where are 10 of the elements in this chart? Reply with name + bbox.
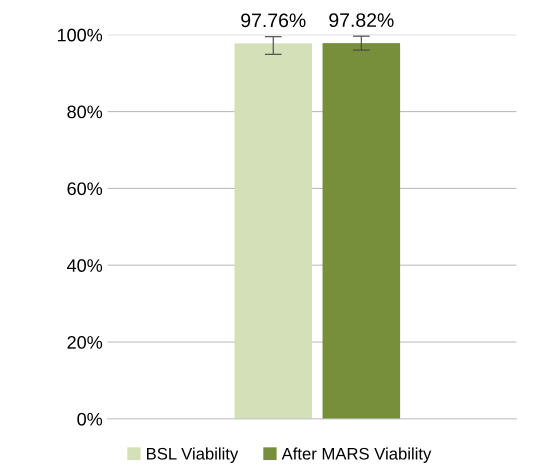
data-label: 97.76% — [241, 13, 306, 28]
y-tick-label: 100% — [58, 28, 102, 42]
y-tick-label: 80% — [67, 106, 102, 118]
legend-label: BSL Viability — [147, 447, 238, 463]
y-tick-label: 20% — [68, 336, 102, 349]
y-tick-label: 0% — [77, 412, 102, 426]
y-tick-label: 60% — [68, 182, 102, 196]
legend-label: After MARS Viability — [282, 447, 432, 463]
data-label: 97.82% — [329, 13, 394, 27]
y-tick-label: 40% — [67, 259, 102, 272]
